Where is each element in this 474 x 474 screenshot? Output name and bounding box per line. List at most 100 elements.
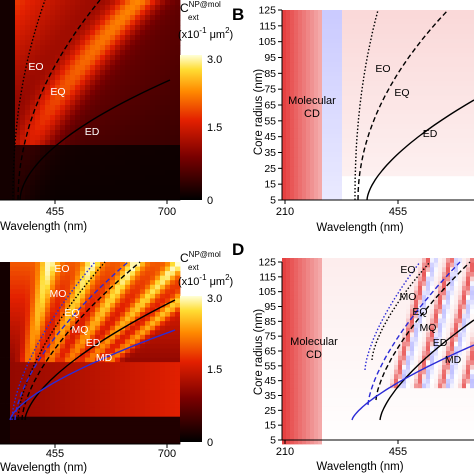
panel-a-colorbar-tick-max: 3.0	[207, 54, 222, 66]
y-tick-55: 55	[264, 360, 276, 372]
panel-c-heatmap	[0, 262, 181, 445]
panel-a-colorbar-title: CNP@mol	[180, 0, 221, 15]
panel-c-x-label: Wavelength (nm)	[0, 462, 87, 474]
panel-d-curve-labels: EO MO EQ MQ ED MD	[400, 264, 462, 366]
panel-a-colorbar-title-sub: ext	[188, 13, 199, 22]
panel-b-eq-curve	[357, 9, 449, 201]
panel-b-curve-labels: EO EQ ED	[375, 63, 437, 140]
y-tick-15: 15	[264, 420, 276, 432]
panel-c-colorbar-title: CNP@mol	[180, 250, 221, 265]
y-tick-25: 25	[264, 163, 276, 175]
panel-a-label-eq: EQ	[50, 86, 65, 98]
panel-c-label-md: MD	[96, 352, 113, 364]
panel-a: EO EQ ED 455 700 Wavelength (nm) CNP@mol e…	[0, 0, 233, 233]
panel-c-label-mq: MQ	[72, 324, 89, 336]
panel-d-label-eq: EQ	[412, 306, 427, 318]
panel-d-label-mq: MQ	[420, 322, 437, 334]
panel-a-x-label: Wavelength (nm)	[0, 221, 87, 233]
panel-c-label-mo: MO	[50, 288, 67, 300]
panel-d-mo-curve	[364, 261, 421, 371]
y-tick-75: 75	[264, 331, 276, 343]
y-tick-35: 35	[264, 390, 276, 402]
panel-c-md-curve	[9, 329, 176, 421]
panel-b-x-label: Wavelength (nm)	[316, 222, 403, 234]
panel-c-label-ed: ED	[86, 337, 101, 349]
y-tick-55: 55	[264, 115, 276, 127]
y-tick-125: 125	[258, 257, 276, 269]
y-tick-95: 95	[264, 52, 276, 64]
panel-d-y-label: Core radius (nm)	[253, 309, 265, 395]
y-tick-105: 105	[258, 286, 276, 298]
y-tick-5: 5	[270, 435, 276, 447]
y-tick-15: 15	[264, 179, 276, 191]
panel-a-curve-labels: EO EQ ED	[28, 61, 99, 138]
panel-b-label-ed: ED	[423, 128, 438, 140]
panel-a-x-axis: 455 700 Wavelength (nm)	[0, 199, 180, 233]
panel-c-colorbar-tick-mid: 1.5	[207, 364, 222, 376]
panel-c-ed-curve	[24, 299, 176, 421]
panel-b-annotation-line1: Molecular	[288, 95, 336, 107]
panel-d-ed-curve	[379, 319, 474, 421]
y-tick-5: 5	[270, 195, 276, 207]
panel-a-ed-curve	[19, 79, 171, 201]
panel-c-curves	[9, 261, 176, 421]
panel-a-eq-curve	[17, 0, 101, 201]
x-tick-455: 455	[389, 206, 407, 218]
panel-c-colorbar-tick-min: 0	[207, 437, 213, 449]
panel-b-label-eo: EO	[375, 63, 390, 75]
panel-d-label-mo: MO	[400, 291, 417, 303]
panel-b-curves	[354, 9, 474, 201]
y-tick-85: 85	[264, 68, 276, 80]
y-tick-115: 115	[259, 20, 276, 32]
x-tick-455: 455	[389, 446, 407, 458]
panel-c-colorbar-unit: (x10-1 μm2)	[178, 273, 233, 288]
panel-d: D EO MO EQ MQ ED MD Molecular CD 5 15 25 35 45 55 6…	[232, 240, 474, 473]
panel-d-eo-curve	[371, 261, 431, 361]
panel-d-md-curve	[351, 344, 474, 421]
panel-a-heatmap	[0, 0, 181, 201]
y-tick-65: 65	[264, 346, 276, 358]
y-tick-45: 45	[264, 131, 276, 143]
panel-b-y-label: Core radius (nm)	[253, 69, 265, 155]
panel-b-letter: B	[232, 5, 244, 24]
panel-a-colorbar-unit: (x10-1 μm2)	[178, 26, 233, 41]
panel-b-ed-curve	[366, 99, 474, 201]
y-tick-45: 45	[264, 375, 276, 387]
panel-a-eo-curve	[12, 0, 46, 200]
panel-a-label-eo: EO	[28, 61, 43, 73]
panel-a-colorbar-tick-min: 0	[207, 195, 213, 207]
x-tick-210: 210	[276, 206, 294, 218]
panel-d-label-md: MD	[445, 354, 462, 366]
panel-d-annotation-line1: Molecular	[290, 336, 338, 348]
panel-a-label-ed: ED	[85, 126, 100, 138]
panel-d-x-label: Wavelength (nm)	[316, 461, 403, 473]
panel-c-mo-curve	[11, 261, 96, 421]
panel-c-eq-curve	[21, 261, 141, 421]
panel-b-annotation-line2: CD	[304, 108, 320, 120]
panel-d-mq-curve	[367, 261, 461, 406]
panel-d-label-eo: EO	[400, 264, 415, 276]
x-tick-210: 210	[276, 446, 294, 458]
panel-c-eo-curve	[17, 261, 106, 421]
y-tick-75: 75	[264, 84, 276, 96]
panel-d-axes: 5 15 25 35 45 55 65 75 85 95 105 115 125 210 455	[258, 257, 474, 458]
y-tick-25: 25	[264, 405, 276, 417]
y-tick-65: 65	[264, 100, 276, 112]
panel-a-colorbar: CNP@mol ext (x10-1 μm2) 3.0 1.5 0	[178, 0, 233, 207]
panel-a-x-tick-455: 455	[46, 206, 64, 218]
panel-c-colorbar-tick-max: 3.0	[207, 293, 222, 305]
panel-c-x-axis: 455 700 Wavelength (nm)	[0, 443, 180, 474]
y-tick-125: 125	[258, 5, 276, 17]
panel-b-label-eq: EQ	[394, 87, 409, 99]
panel-b-heatmap	[282, 10, 474, 201]
panel-c-label-eq: EQ	[64, 307, 79, 319]
panel-d-label-ed: ED	[433, 337, 448, 349]
panel-b-axes: 5 15 25 35 45 55 65 75 85 95 105 115 125 210 455	[258, 5, 474, 218]
y-tick-85: 85	[264, 316, 276, 328]
panel-b: B EO EQ ED Molecular CD 5 15 25 35 45 55 65 75 85 9…	[232, 5, 474, 234]
panel-d-letter: D	[232, 240, 244, 259]
panel-d-annotation-line2: CD	[306, 349, 322, 361]
panel-d-curves	[351, 261, 474, 421]
